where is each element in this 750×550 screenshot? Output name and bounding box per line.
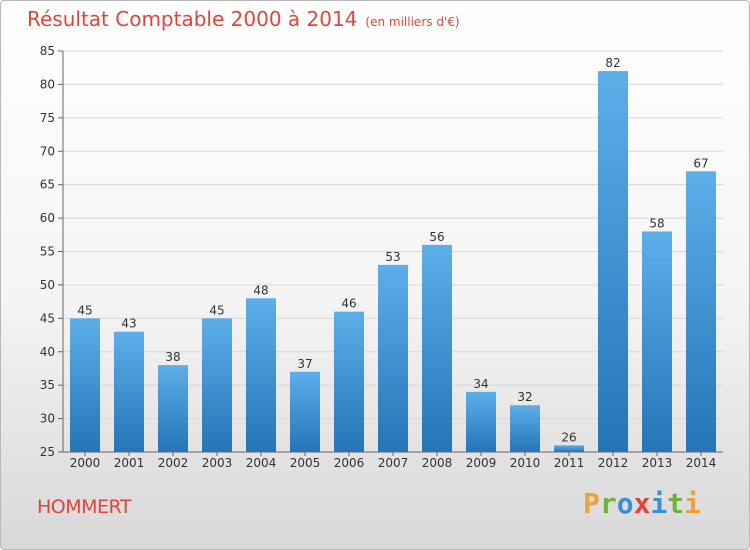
bar-value-label: 45 [209, 303, 224, 317]
axes: 25 30 35 40 45 50 55 60 65 70 75 80 85 2000 2001 2002 20… [40, 44, 723, 470]
bar-value-label: 56 [429, 230, 444, 244]
bar-value-label: 82 [605, 56, 620, 70]
y-tick-label: 45 [40, 311, 55, 325]
chart-title-text: Résultat Comptable 2000 à 2014 [27, 7, 358, 31]
bar-2004[interactable] [246, 298, 276, 452]
bar-value-label: 67 [693, 156, 708, 170]
bar-2013[interactable] [642, 231, 672, 452]
bar-value-label: 53 [385, 250, 400, 264]
y-tick-label: 85 [40, 44, 55, 58]
bar-2002[interactable] [158, 365, 188, 452]
bar-2007[interactable] [378, 264, 408, 452]
x-tick-label: 2005 [290, 456, 321, 470]
x-tick-label: 2003 [202, 456, 233, 470]
x-tick-label: 2004 [246, 456, 277, 470]
x-tick-label: 2001 [114, 456, 145, 470]
bar-value-label: 37 [297, 357, 312, 371]
bar-2001[interactable] [114, 331, 144, 452]
chart-title: Résultat Comptable 2000 à 2014 (en millie… [27, 7, 460, 31]
y-tick-label: 40 [40, 345, 55, 359]
bar-2014[interactable] [686, 171, 716, 453]
x-tick-label: 2002 [158, 456, 189, 470]
y-tick-label: 35 [40, 378, 55, 392]
bar-2005[interactable] [290, 371, 320, 452]
x-tick-label: 2006 [334, 456, 365, 470]
y-tick-label: 70 [40, 144, 55, 158]
bar-value-label: 26 [561, 430, 576, 444]
proxiti-logo[interactable]: Proxiti [583, 487, 702, 520]
bars: 45 43 38 45 48 37 46 53 56 34 32 26 82 58 67 [70, 56, 716, 453]
x-tick-label: 2012 [598, 456, 629, 470]
y-tick-label: 30 [40, 412, 55, 426]
bar-value-label: 45 [77, 303, 92, 317]
bar-value-label: 48 [253, 283, 268, 297]
bar-2006[interactable] [334, 311, 364, 452]
y-tick-label: 60 [40, 211, 55, 225]
x-tick-label: 2013 [642, 456, 673, 470]
bar-2011[interactable] [554, 445, 584, 452]
bar-value-label: 46 [341, 297, 356, 311]
x-tick-label: 2008 [422, 456, 453, 470]
x-tick-label: 2000 [70, 456, 101, 470]
bar-2003[interactable] [202, 318, 232, 452]
x-tick-label: 2014 [686, 456, 717, 470]
y-tick-label: 50 [40, 278, 55, 292]
bar-2008[interactable] [422, 244, 452, 452]
y-tick-label: 75 [40, 111, 55, 125]
y-tick-label: 25 [40, 445, 55, 459]
x-tick-label: 2011 [554, 456, 585, 470]
y-tick-label: 80 [40, 77, 55, 91]
y-tick-label: 55 [40, 245, 55, 259]
bar-value-label: 32 [517, 390, 532, 404]
bar-2012[interactable] [598, 71, 628, 453]
x-tick-label: 2010 [510, 456, 541, 470]
bar-value-label: 43 [121, 317, 136, 331]
x-tick-label: 2009 [466, 456, 497, 470]
bar-value-label: 38 [165, 350, 180, 364]
y-tick-label: 65 [40, 178, 55, 192]
bar-2009[interactable] [466, 391, 496, 452]
x-tick-label: 2007 [378, 456, 409, 470]
bar-value-label: 34 [473, 377, 488, 391]
bar-value-label: 58 [649, 216, 664, 230]
bar-2000[interactable] [70, 318, 100, 452]
chart-subtitle: (en milliers d'€) [365, 15, 460, 29]
bar-2010[interactable] [510, 405, 540, 452]
commune-name: HOMMERT [37, 496, 131, 518]
